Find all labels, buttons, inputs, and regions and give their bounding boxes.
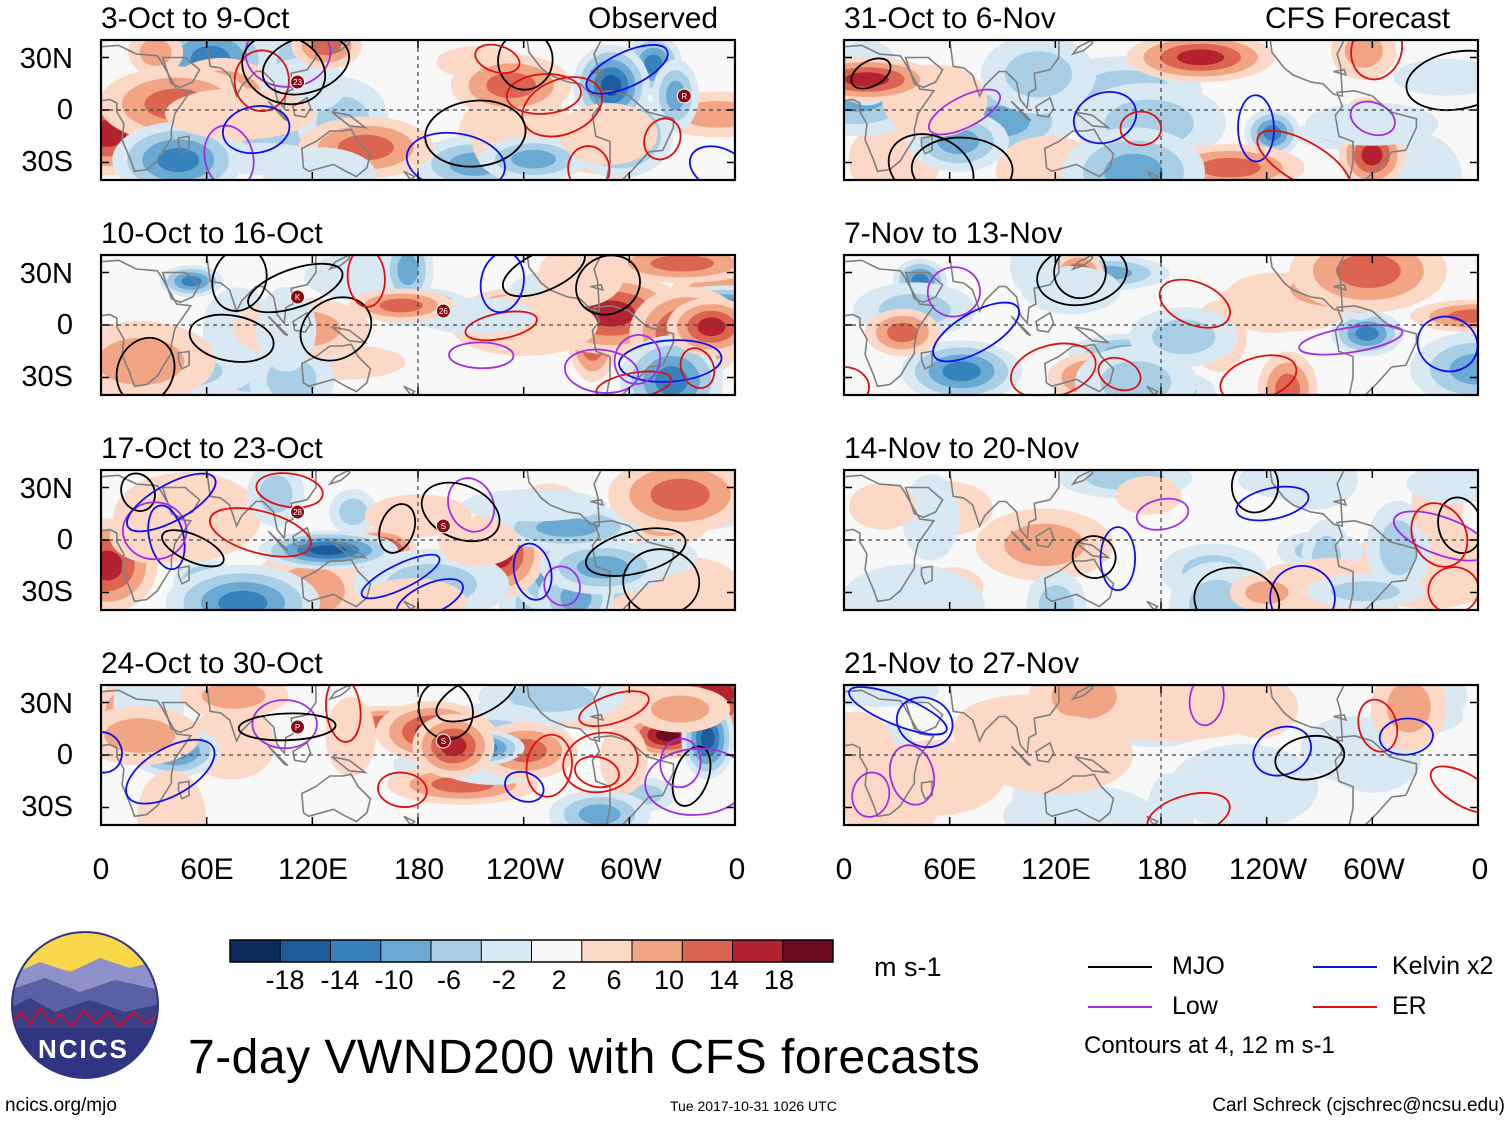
lat-tick-30n: 30N [19, 688, 73, 720]
colorbar-tick: -10 [374, 965, 414, 995]
lat-tick-eq: 0 [56, 309, 73, 341]
panel-title-4: 24-Oct to 30-Oct [101, 647, 323, 680]
legend-label-mjo: MJO [1172, 952, 1225, 980]
lat-tick-30n: 30N [19, 258, 73, 290]
column-label-observed: Observed [588, 2, 719, 35]
panel-title-5: 31-Oct to 6-Nov [844, 2, 1056, 35]
storm-label: S [441, 737, 446, 746]
legend-label-kelvin: Kelvin x2 [1392, 952, 1494, 980]
colorbar-segment [732, 940, 784, 962]
legend-swatch-low [1088, 1006, 1152, 1008]
legend-swatch-kelvin [1313, 966, 1377, 968]
storm-marker [290, 719, 306, 735]
panel-title-2: 10-Oct to 16-Oct [101, 217, 323, 250]
lon-tick-60w: 60W [1343, 853, 1405, 886]
panel-title-3: 17-Oct to 23-Oct [101, 432, 323, 465]
lon-tick-120e: 120E [277, 853, 349, 886]
storm-label: 23 [293, 78, 302, 87]
legend-swatch-mjo [1088, 966, 1152, 968]
storm-marker [435, 733, 451, 749]
colorbar-tick: -18 [265, 965, 305, 995]
storm-label: S [441, 522, 446, 531]
lat-tick-eq: 0 [56, 524, 73, 556]
lat-tick-30n: 30N [19, 43, 73, 75]
colorbar-segment [682, 940, 733, 962]
legend-note: Contours at 4, 12 m s-1 [1084, 1032, 1335, 1059]
storm-label: N [815, 78, 821, 87]
footer-credit: Carl Schreck (cjschrec@ncsu.edu) [1212, 1095, 1505, 1116]
lon-tick-360: 0 [1471, 853, 1489, 886]
storm-marker [676, 88, 692, 104]
lon-tick-180: 180 [393, 853, 445, 886]
lon-tick-120e: 120E [1020, 853, 1092, 886]
lon-tick-0: 0 [92, 853, 110, 886]
colorbar-tick: -2 [491, 965, 516, 995]
storm-label: P [295, 723, 300, 732]
colorbar-segment [782, 940, 834, 962]
colorbar-segment [330, 940, 382, 962]
legend-label-low: Low [1172, 992, 1218, 1020]
colorbar-segment [280, 940, 331, 962]
lat-tick-30s: 30S [21, 361, 73, 393]
legend-label-er: ER [1392, 992, 1427, 1020]
colorbar-tick: 10 [653, 965, 685, 995]
colorbar-tick: 2 [551, 965, 567, 995]
colorbar-tick: -14 [320, 965, 360, 995]
colorbar-segment [481, 940, 532, 962]
panel-title-7: 14-Nov to 20-Nov [844, 432, 1080, 465]
lon-tick-180: 180 [1136, 853, 1188, 886]
storm-label: 28 [293, 508, 302, 517]
legend-swatch-er [1313, 1006, 1377, 1008]
storm-marker [810, 75, 824, 89]
logo-text: NCICS [38, 1034, 129, 1064]
lon-tick-120w: 120W [1228, 853, 1308, 886]
panel-title-1: 3-Oct to 9-Oct [101, 2, 290, 35]
colorbar-segment [230, 940, 281, 962]
storm-marker [290, 74, 306, 90]
storm-marker [435, 518, 451, 534]
colorbar-tick: 18 [763, 965, 795, 995]
lon-tick-120w: 120W [485, 853, 565, 886]
colorbar-segment [581, 940, 633, 962]
storm-label: 26 [439, 307, 448, 316]
storm-marker [290, 504, 306, 520]
lat-tick-30s: 30S [21, 791, 73, 823]
storm-marker [290, 289, 306, 305]
lon-tick-0: 0 [835, 853, 853, 886]
lon-tick-360: 0 [728, 853, 746, 886]
colorbar-segment [431, 940, 482, 962]
column-label-cfs-forecast: CFS Forecast [1265, 2, 1451, 35]
colorbar-segment [531, 940, 583, 962]
panel-title-6: 7-Nov to 13-Nov [844, 217, 1063, 250]
storm-label: K [295, 293, 301, 302]
colorbar-tick: 6 [606, 965, 622, 995]
colorbar-tick: 14 [708, 965, 740, 995]
storm-marker [435, 303, 451, 319]
storm-label: R [681, 92, 687, 101]
colorbar-tick: -6 [436, 965, 461, 995]
colorbar-units: m s-1 [874, 952, 942, 982]
lon-tick-60e: 60E [180, 853, 234, 886]
colorbar-segment [632, 940, 683, 962]
lat-tick-eq: 0 [56, 94, 73, 126]
footer-timestamp: Tue 2017-10-31 1026 UTC [670, 1098, 837, 1114]
panel-title-8: 21-Nov to 27-Nov [844, 647, 1080, 680]
main-title: 7-day VWND200 with CFS forecasts [188, 1031, 981, 1084]
lat-tick-30s: 30S [21, 146, 73, 178]
lon-tick-60e: 60E [923, 853, 977, 886]
colorbar-segment [380, 940, 432, 962]
lat-tick-30n: 30N [19, 473, 73, 505]
lat-tick-30s: 30S [21, 576, 73, 608]
footer-url[interactable]: ncics.org/mjo [5, 1095, 117, 1116]
lon-tick-60w: 60W [600, 853, 662, 886]
lat-tick-eq: 0 [56, 739, 73, 771]
